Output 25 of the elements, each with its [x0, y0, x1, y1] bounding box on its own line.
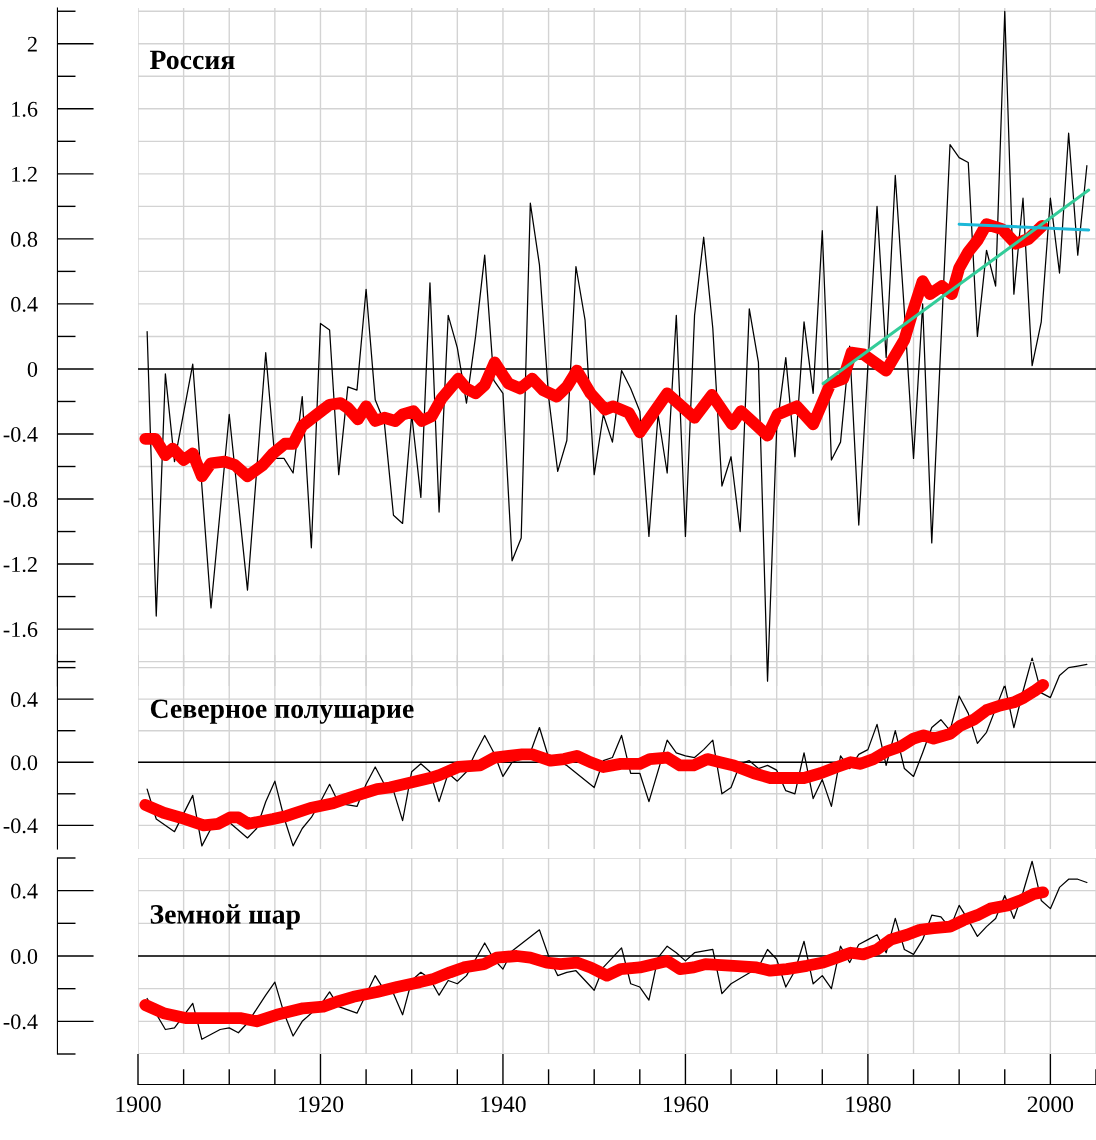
- y-tick-label: 0.0: [11, 755, 38, 771]
- y-tick-label: 1.2: [12, 166, 37, 182]
- y-tick-label: 0.4: [11, 883, 38, 899]
- x-tick-label: 1980: [846, 1096, 891, 1113]
- y-tick-label: 1.6: [12, 101, 38, 117]
- y-tick-label: 0.4: [11, 692, 38, 708]
- text: Россия: [149, 50, 235, 70]
- text: Северное полушарие: [150, 699, 414, 724]
- y-tick-label: 0: [27, 361, 38, 377]
- x-tick-label: 1920: [298, 1096, 344, 1113]
- y-tick-label: -1.6: [3, 622, 38, 638]
- x-tick-label: 1940: [481, 1096, 526, 1113]
- y-tick-label: -0.8: [3, 491, 38, 508]
- text: Земной шар: [150, 904, 300, 930]
- y-tick-label: 2: [27, 36, 37, 52]
- y-tick-label: -1.2: [3, 557, 37, 573]
- x-tick-label: 1900: [116, 1096, 161, 1113]
- y-tick-label: -0.4: [3, 426, 38, 443]
- y-tick-label: 0.0: [11, 948, 38, 965]
- x-tick-label: 2000: [1027, 1096, 1074, 1113]
- y-tick-label: 0.8: [11, 231, 38, 247]
- x-tick-label: 1960: [663, 1096, 709, 1113]
- y-tick-label: -0.4: [3, 818, 38, 834]
- y-tick-label: 0.4: [11, 296, 38, 312]
- y-tick-label: -0.4: [3, 1014, 38, 1030]
